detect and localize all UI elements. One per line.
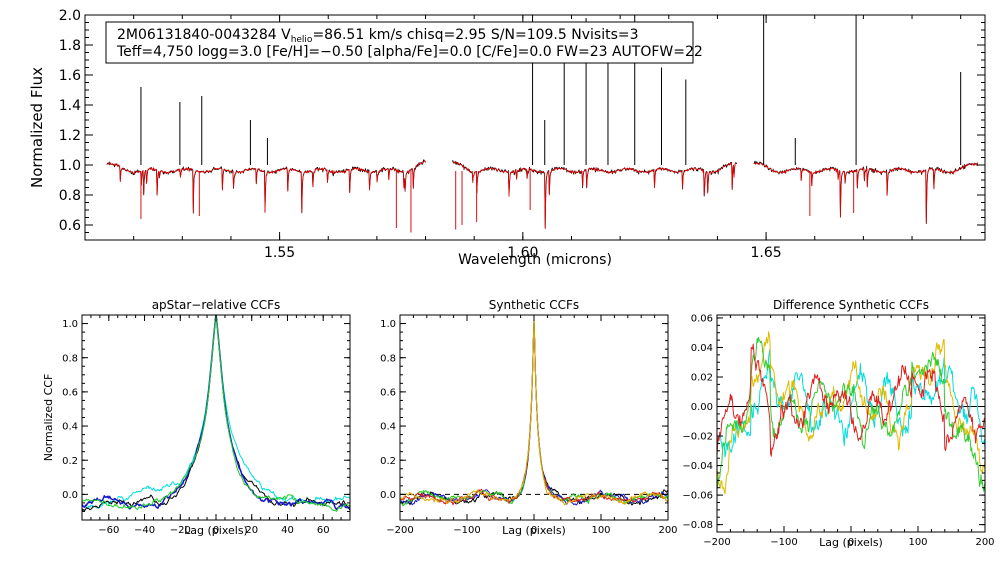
chart-title: apStar−relative CCFs [152,298,281,312]
spectrum-plot: 1.55 1.60 1.65 0.6 0.8 1.0 1.2 1.4 1.6 1.8 2.0 Wave… [28,8,986,268]
y-tick-label: 0.8 [380,353,396,364]
y-tick-label: 0.4 [62,422,78,433]
annotation-tspan: S/N=109.5 [491,27,571,43]
x-tick-label: −60 [98,525,119,536]
y-tick-label: 0.8 [62,353,78,364]
diff-cyan-line [717,348,985,458]
y-tick-label: −0.04 [682,461,713,472]
model-line [452,161,738,230]
annotation-line-2: Teff=4,750 logg=3.0 [Fe/H]=−0.50 [alpha/… [116,44,703,60]
chart-title: Synthetic CCFs [489,298,579,312]
y-tick-label: 0.8 [59,188,81,204]
y-tick-label: 0.6 [380,387,396,398]
y-tick-label: −0.02 [682,432,713,443]
model-line [753,162,979,224]
y-tick-label: 0.06 [691,314,713,325]
y-tick-label: 0.6 [62,387,78,398]
y-tick-label: 0.0 [62,490,78,501]
x-tick-label: 60 [317,525,330,536]
x-tick-label: −40 [134,525,155,536]
x-tick-label: −200 [703,537,730,548]
y-tick-label: 0.2 [62,456,78,467]
y-axis-label: Normalized CCF [42,374,55,462]
annotation-tspan: 2M06131840-0043284 [117,27,281,43]
x-tick-label: 100 [908,537,927,548]
annotation-tspan: Nvisits=3 [571,27,638,43]
y-tick-label: 0.6 [59,218,81,234]
x-tick-label: 1.60 [507,245,538,261]
annotation-box [105,21,694,64]
x-tick-label: 1.65 [750,245,781,261]
apstar-ccf-plot: −60 −40 −20 0 20 40 60 0.0 0.2 0.4 0.6 0.8 1.0 apStar… [42,298,351,537]
annotation-tspan: chisq=2.95 [407,27,491,43]
y-tick-label: 1.6 [59,68,81,84]
synthetic-ccf-plot: −200 −100 0 100 200 0.0 0.2 0.4 0.6 0.8 1.0 Synthet… [380,298,677,537]
annotation-tspan: V [281,27,291,43]
x-tick-label: −100 [770,537,797,548]
y-tick-label: 1.0 [62,319,78,330]
y-tick-label: 1.0 [380,319,396,330]
y-tick-label: 1.0 [59,158,81,174]
y-tick-label: 0.2 [380,456,396,467]
x-tick-label: 20 [245,525,258,536]
ccf-green-line [82,315,350,512]
chart-title: Difference Synthetic CCFs [773,298,929,312]
x-tick-label: 200 [975,537,994,548]
x-tick-label: −200 [386,525,413,536]
x-tick-label: 40 [281,525,294,536]
x-tick-label: −100 [453,525,480,536]
x-tick-label: 200 [658,525,677,536]
y-tick-label: 0.04 [691,343,713,354]
x-tick-label: 0 [213,525,219,536]
y-tick-label: 0.02 [691,373,713,384]
diff-red-line [717,343,985,457]
annotation-tspan: helio [291,35,313,45]
y-tick-label: −0.08 [682,520,713,531]
x-tick-label: 1.55 [264,245,295,261]
plot-area [717,331,985,495]
diff-green-line [717,336,985,492]
x-axis-label: Lag (pixels) [819,536,883,549]
y-tick-label: 1.2 [59,128,81,144]
x-tick-label: 0 [848,537,854,548]
y-axis-label: Normalized Flux [28,67,46,188]
y-tick-label: 1.4 [59,98,81,114]
annotation-line-1: 2M06131840-0043284 Vhelio=86.51 km/s chi… [117,27,639,45]
y-tick-label: 0.0 [380,490,396,501]
x-tick-label: 100 [591,525,610,536]
y-tick-label: −0.06 [682,491,713,502]
diff-yellow-line [717,331,985,495]
x-tick-label: −20 [170,525,191,536]
y-tick-label: 1.8 [59,38,81,54]
difference-ccf-plot: −200 −100 0 100 200 −0.08 −0.06 −0.04 −0.02 0.00 0… [682,298,994,549]
model-line [106,160,426,213]
y-tick-label: 2.0 [59,8,81,24]
x-tick-label: 0 [531,525,537,536]
y-tick-label: 0.00 [691,402,713,413]
x-axis-label: Lag (pixels) [502,524,566,537]
x-axis-label: Lag (pixels) [184,524,248,537]
y-tick-label: 0.4 [380,422,396,433]
x-axis-label: Wavelength (microns) [458,252,612,268]
ccf-blue-line [82,315,350,511]
annotation-tspan: =86.51 km/s [312,27,406,43]
plot-area [82,315,350,512]
